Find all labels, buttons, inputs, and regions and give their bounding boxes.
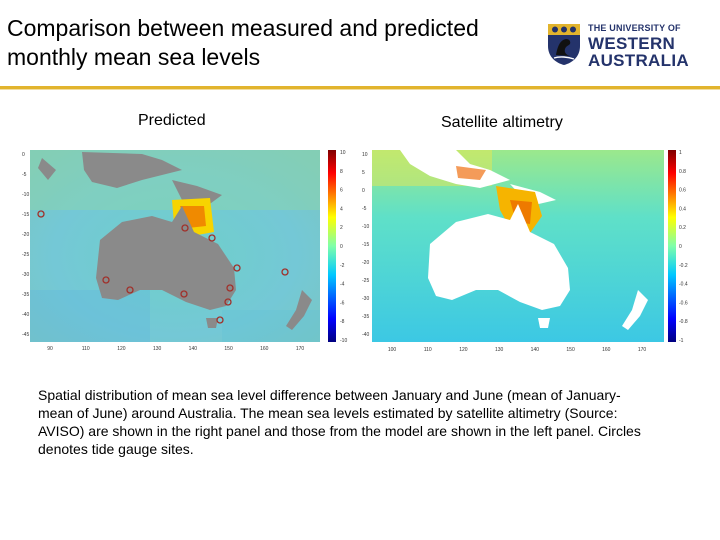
right-x-ticks: 100 110 120 130 140 150 160 170: [388, 347, 647, 353]
right-y-tick-label: -40: [362, 332, 369, 338]
right-y-tick-label: 0: [362, 188, 365, 194]
left-colorbar-tick-label: 0: [340, 244, 343, 250]
left-colorbar-tick-label: 8: [340, 169, 343, 175]
right-colorbar-tick-label: 0.2: [679, 225, 686, 231]
left-y-tick-label: 0: [22, 152, 25, 158]
left-x-tick-label: 130: [153, 346, 162, 352]
right-colorbar-tick-label: -0.6: [679, 300, 688, 306]
land-australia: [96, 206, 236, 310]
left-y-tick-label: -45: [22, 332, 29, 338]
left-colorbar-tick-label: -2: [340, 263, 345, 269]
right-x-tick-label: 170: [638, 347, 647, 353]
land-indonesia: [400, 150, 510, 188]
left-y-tick-label: -15: [22, 212, 29, 218]
left-y-tick-label: -20: [22, 232, 29, 238]
right-colorbar-tick-label: 0: [679, 244, 682, 250]
right-y-ticks: 10 5 0 -5 -10 -15 -20 -25 -30 -35 -40: [362, 152, 369, 338]
left-x-tick-label: 90: [47, 346, 53, 352]
right-x-tick-label: 140: [531, 347, 540, 353]
left-colorbar-tick-label: 6: [340, 188, 343, 194]
left-x-tick-label: 120: [117, 346, 126, 352]
right-colorbar: [668, 150, 676, 342]
logo-line-2: WESTERN: [588, 34, 676, 53]
left-colorbar-tick-label: -6: [340, 300, 345, 306]
land-australia: [428, 204, 570, 310]
right-colorbar-tick-label: -0.8: [679, 319, 688, 325]
land-indonesia: [82, 152, 182, 188]
left-y-tick-label: -5: [22, 172, 27, 178]
left-x-tick-label: 110: [82, 346, 90, 352]
left-colorbar-tick-label: -4: [340, 282, 345, 288]
right-x-tick-label: 110: [424, 347, 432, 353]
predicted-map-panel: 0-5-10-15-20-25-30-35-40-45 90 110 120 130 1…: [22, 150, 347, 352]
right-panel-label: Satellite altimetry: [441, 114, 563, 131]
left-panel-label: Predicted: [138, 112, 206, 129]
right-colorbar-tick-label: -0.4: [679, 282, 688, 288]
left-y-ticks: 0 -5 -10 -15 -20 -25 -30 -35 -40 -45: [22, 152, 29, 338]
right-y-tick-label: -25: [362, 278, 369, 284]
left-x-tick-label: 170: [296, 346, 305, 352]
left-colorbar-tick-label: 10: [340, 150, 346, 156]
land-new-zealand: [286, 290, 312, 330]
left-y-tick-label: -25: [22, 252, 29, 258]
logo-line-1: THE UNIVERSITY OF: [588, 23, 681, 33]
right-y-tick-label: -5: [362, 206, 367, 212]
left-y-tick-label: -30: [22, 272, 29, 278]
right-y-tick-label: -10: [362, 224, 369, 230]
right-x-tick-label: 100: [388, 347, 397, 353]
right-colorbar-tick-label: -1: [679, 338, 684, 344]
right-y-tick-label: 10: [362, 152, 368, 158]
left-colorbar-tick-label: 2: [340, 225, 343, 231]
left-colorbar-ticks: 10 8 6 4 2 0 -2 -4 -6 -8 -10: [340, 150, 347, 344]
logo-line-3: AUSTRALIA: [588, 51, 689, 70]
left-y-tick-label: -40: [22, 312, 29, 318]
right-colorbar-ticks: 1 0.8 0.6 0.4 0.2 0 -0.2 -0.4 -0.6 -0.8 -1: [679, 150, 688, 344]
right-x-tick-label: 120: [459, 347, 468, 353]
left-x-tick-label: 140: [189, 346, 198, 352]
left-y-tick-label: -10: [22, 192, 29, 198]
right-x-tick-label: 150: [566, 347, 575, 353]
right-x-tick-label: 130: [495, 347, 504, 353]
right-x-tick-label: 160: [602, 347, 611, 353]
right-y-tick-label: -30: [362, 296, 369, 302]
left-x-tick-label: 150: [224, 346, 233, 352]
right-colorbar-tick-label: 0.6: [679, 188, 686, 194]
left-colorbar: [328, 150, 336, 342]
right-y-tick-label: -15: [362, 242, 369, 248]
left-colorbar-tick-label: -8: [340, 319, 345, 325]
university-logo: THE UNIVERSITY OF WESTERN AUSTRALIA: [546, 20, 689, 70]
uwa-crest-icon: [548, 24, 580, 65]
title-accent-rule: [0, 86, 720, 89]
left-x-ticks: 90 110 120 130 140 150 160 170: [47, 346, 304, 352]
right-colorbar-tick-label: 1: [679, 150, 682, 156]
right-y-tick-label: -20: [362, 260, 369, 266]
right-y-tick-label: 5: [362, 170, 365, 176]
title-accent-rule-shadow: [0, 89, 720, 90]
right-colorbar-tick-label: -0.2: [679, 263, 688, 269]
left-colorbar-tick-label: -10: [340, 338, 347, 344]
left-y-tick-label: -35: [22, 292, 29, 298]
figure-caption: Spatial distribution of mean sea level d…: [38, 387, 641, 457]
land-new-zealand: [622, 290, 648, 330]
right-colorbar-tick-label: 0.8: [679, 169, 686, 175]
right-y-tick-label: -35: [362, 314, 369, 320]
slide-title: Comparison between measured and predicte…: [7, 15, 479, 70]
tide-gauge-sites: [37, 210, 289, 324]
left-x-tick-label: 160: [260, 346, 269, 352]
right-colorbar-tick-label: 0.4: [679, 206, 686, 212]
left-colorbar-tick-label: 4: [340, 206, 343, 212]
